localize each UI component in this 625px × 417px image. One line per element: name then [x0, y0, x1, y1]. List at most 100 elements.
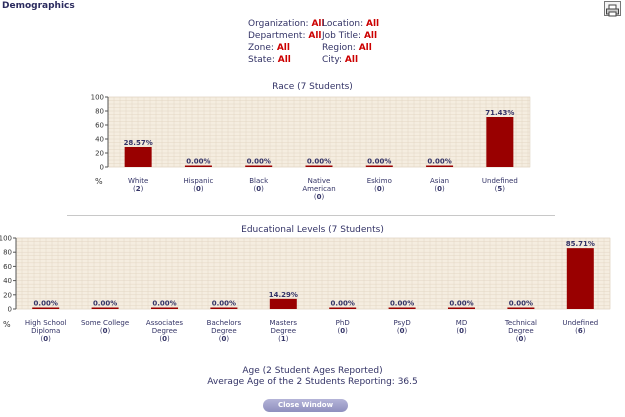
data-label: 0.00% — [449, 300, 473, 308]
bar — [486, 116, 514, 167]
bar — [329, 307, 357, 309]
x-tick-label: PhD — [336, 319, 350, 327]
data-label: 0.00% — [247, 158, 271, 166]
data-label: 0.00% — [212, 300, 236, 308]
average-age: Average Age of the 2 Students Reporting:… — [207, 377, 418, 387]
data-label: 0.00% — [186, 158, 210, 166]
x-tick-label: Eskimo — [367, 177, 392, 185]
bar — [91, 307, 119, 309]
category-count: (0) — [254, 185, 265, 193]
data-label: 0.00% — [34, 300, 58, 308]
category-count: (0) — [434, 185, 445, 193]
category-count: (0) — [338, 327, 349, 335]
x-tick-label: Black — [249, 177, 269, 185]
data-label: 0.00% — [93, 300, 117, 308]
x-tick-label: Asian — [430, 177, 449, 185]
bar — [210, 307, 238, 309]
x-tick-label: Technical — [504, 319, 537, 327]
bar — [32, 307, 60, 309]
filter-zone: Zone: All — [248, 43, 290, 53]
y-tick-label: 60 — [95, 122, 104, 130]
category-count: (0) — [456, 327, 467, 335]
filter-department: Department: All — [248, 31, 322, 41]
data-label: 14.29% — [269, 291, 298, 299]
x-tick-label: Some College — [81, 319, 129, 327]
category-count: (2) — [133, 185, 144, 193]
x-tick-label: Degree — [508, 327, 533, 335]
x-tick-label: American — [302, 185, 335, 193]
filter-location: Location: All — [322, 19, 380, 29]
y-tick-label: 60 — [3, 263, 12, 271]
data-label: 0.00% — [367, 158, 391, 166]
category-count: (0) — [193, 185, 204, 193]
category-count: (0) — [159, 335, 170, 343]
y-tick-label: 20 — [3, 291, 12, 299]
education-chart-title: Educational Levels (7 Students) — [241, 225, 384, 235]
x-tick-label: Degree — [152, 327, 177, 335]
x-tick-label: High School — [25, 319, 67, 327]
bar — [507, 307, 535, 309]
bar — [365, 165, 393, 167]
x-tick-label: Degree — [211, 327, 236, 335]
bar — [184, 165, 212, 167]
data-label: 0.00% — [509, 300, 533, 308]
category-count: (5) — [495, 185, 506, 193]
y-tick-label: 80 — [3, 249, 12, 257]
data-label: 28.57% — [124, 139, 153, 147]
printer-icon — [606, 4, 619, 17]
category-count: (0) — [219, 335, 230, 343]
x-tick-label: MD — [456, 319, 467, 327]
x-tick-label: Undefined — [482, 177, 518, 185]
y-tick-label: 40 — [3, 277, 12, 285]
race-chart-title: Race (7 Students) — [272, 82, 353, 92]
x-tick-label: Native — [308, 177, 331, 185]
y-tick-label: 80 — [95, 108, 104, 116]
data-label: 0.00% — [390, 300, 414, 308]
y-tick-label: 20 — [95, 150, 104, 158]
filter-labels-right: Location: All Job Title: All Region: All… — [322, 18, 379, 66]
x-tick-label: Undefined — [562, 319, 598, 327]
bar — [448, 307, 475, 309]
y-tick-label: 40 — [95, 136, 104, 144]
category-count: (0) — [397, 327, 408, 335]
section-divider — [67, 215, 555, 216]
y-axis-label: % — [3, 320, 11, 329]
x-tick-label: Bachelors — [207, 319, 242, 327]
x-tick-label: PsyD — [393, 319, 410, 327]
print-button[interactable] — [604, 1, 621, 17]
filter-state: State: All — [248, 55, 291, 65]
race-chart: 0 20 40 60 80 100% 28.57% White(2) 0.00% Hispanic… — [91, 94, 531, 201]
bar — [305, 165, 333, 167]
category-count: (0) — [374, 185, 385, 193]
data-label: 0.00% — [331, 300, 355, 308]
y-tick-label: 0 — [100, 164, 104, 172]
page-title: Demographics — [2, 1, 75, 11]
category-count: (0) — [41, 335, 52, 343]
x-tick-label: White — [128, 177, 148, 185]
category-count: (0) — [100, 327, 111, 335]
bar — [151, 307, 178, 309]
x-tick-label: Degree — [271, 327, 296, 335]
close-window-button[interactable]: Close Window — [263, 399, 348, 412]
y-tick-label: 100 — [91, 94, 104, 102]
bar — [566, 248, 594, 309]
bar — [388, 307, 416, 309]
filter-labels-left: Organization: All Department: All Zone: … — [248, 18, 325, 66]
bar — [245, 165, 273, 167]
data-label: 71.43% — [485, 109, 514, 117]
bar — [124, 147, 152, 167]
bar — [269, 298, 297, 309]
data-label: 0.00% — [152, 300, 176, 308]
filter-region: Region: All — [322, 43, 372, 53]
bar — [426, 165, 454, 167]
filter-organization: Organization: All — [248, 19, 325, 29]
x-tick-label: Hispanic — [184, 177, 214, 185]
data-label: 0.00% — [307, 158, 331, 166]
data-label: 0.00% — [427, 158, 451, 166]
category-count: (0) — [314, 193, 325, 201]
category-count: (1) — [278, 335, 289, 343]
age-summary: Age (2 Student Ages Reported) Average Ag… — [0, 366, 625, 388]
filter-job-title: Job Title: All — [322, 31, 378, 41]
y-tick-label: 100 — [0, 235, 12, 243]
